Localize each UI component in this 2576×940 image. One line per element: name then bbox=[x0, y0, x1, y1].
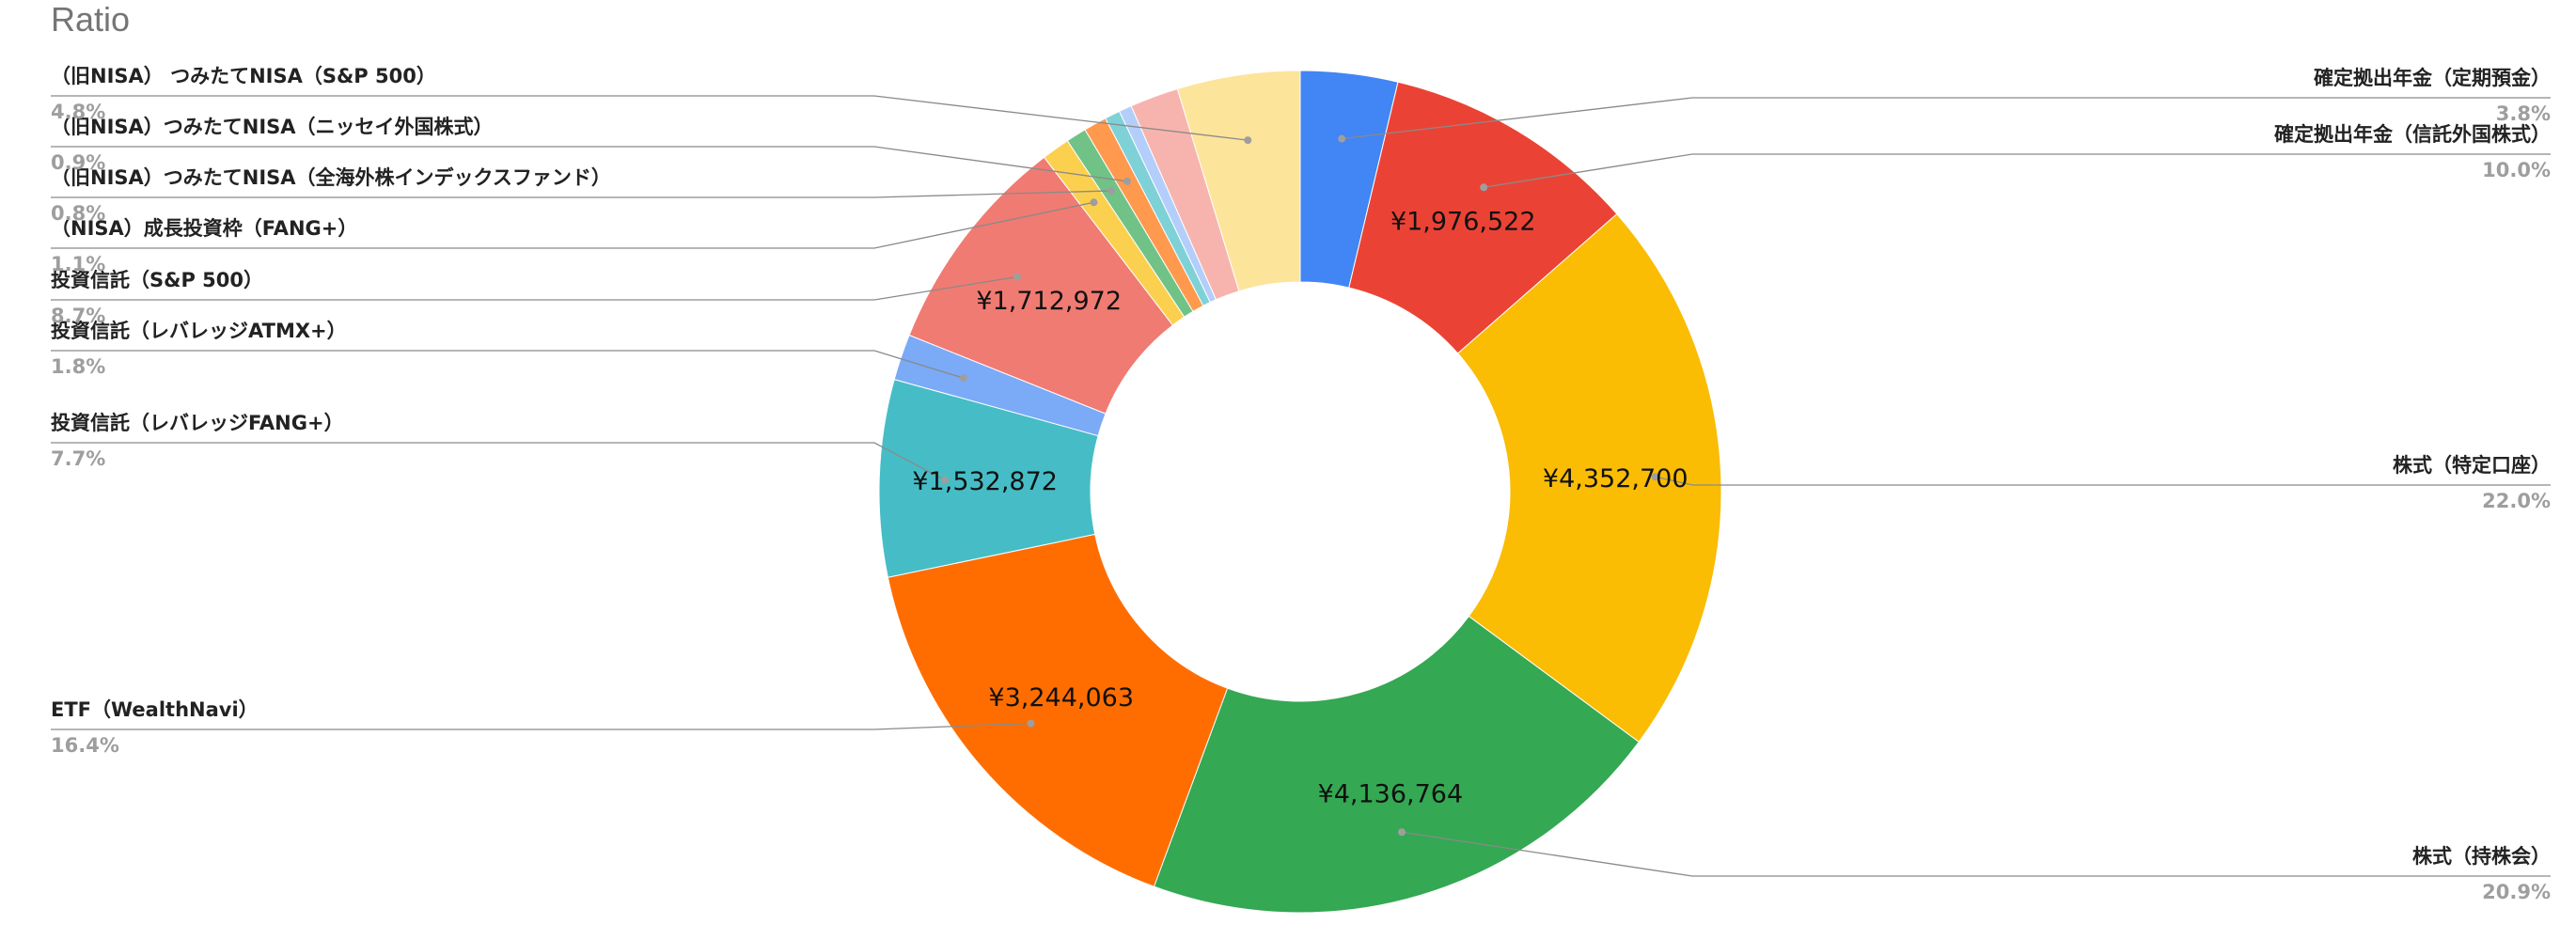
slice-label-1: 確定拠出年金（信託外国株式） bbox=[2274, 123, 2551, 146]
slice-percent-5: 7.7% bbox=[51, 447, 105, 470]
slice-labels-group: 確定拠出年金（定期預金） 3.8%確定拠出年金（信託外国株式） 10.0% 株式（特定… bbox=[51, 65, 2551, 903]
slice-label-3: 株式（持株会） bbox=[2412, 845, 2551, 868]
slice-label-14: （旧NISA） つみたてNISA（S&P 500） bbox=[51, 65, 436, 87]
slice-percent-10: 0.9% bbox=[51, 151, 105, 174]
leader-dot-10 bbox=[1123, 177, 1131, 185]
leader-dot-8 bbox=[1090, 198, 1098, 207]
leader-line-4 bbox=[51, 722, 1031, 730]
leader-line-7 bbox=[51, 275, 1017, 301]
leader-line-3 bbox=[1401, 831, 2551, 877]
slice-4 bbox=[887, 533, 1229, 887]
slice-percent-6: 1.8% bbox=[51, 355, 105, 378]
leader-dot-14 bbox=[1244, 136, 1252, 145]
slice-percent-3: 20.9% bbox=[2482, 881, 2551, 903]
leader-line-2 bbox=[1655, 476, 2551, 486]
slice-3 bbox=[1153, 615, 1640, 914]
slice-value-label-1: ¥1,976,522 bbox=[1390, 208, 1536, 237]
slice-percent-8: 1.1% bbox=[51, 253, 105, 275]
slice-label-5: 投資信託（レバレッジFANG+） bbox=[51, 412, 344, 434]
slice-value-label-2: ¥4,352,700 bbox=[1543, 464, 1689, 494]
slice-label-0: 確定拠出年金（定期預金） bbox=[2314, 67, 2551, 89]
leader-dot-6 bbox=[959, 374, 967, 383]
value-labels-group: ¥1,976,522 ¥4,352,700 ¥4,136,764 ¥3,244,063… bbox=[912, 208, 1688, 809]
slice-value-label-3: ¥4,136,764 bbox=[1318, 780, 1464, 809]
leader-line-9 bbox=[51, 190, 1111, 198]
slice-percent-0: 3.8% bbox=[2496, 102, 2551, 125]
slice-label-4: ETF（WealthNavi） bbox=[51, 698, 259, 721]
leader-line-8 bbox=[51, 201, 1094, 249]
slice-value-label-7: ¥1,712,972 bbox=[976, 287, 1122, 316]
leader-line-10 bbox=[51, 146, 1127, 182]
slice-percent-2: 22.0% bbox=[2482, 490, 2551, 512]
slice-value-label-5: ¥1,532,872 bbox=[912, 467, 1058, 496]
leader-line-14 bbox=[51, 95, 1249, 141]
slice-percent-14: 4.8% bbox=[51, 101, 105, 123]
slice-14 bbox=[1176, 70, 1301, 292]
leader-line-6 bbox=[51, 350, 965, 379]
leader-line-1 bbox=[1484, 153, 2551, 188]
slice-label-10: （旧NISA）つみたてNISA（ニッセイ外国株式） bbox=[51, 116, 494, 138]
slice-label-7: 投資信託（S&P 500） bbox=[51, 269, 263, 291]
slice-percent-4: 16.4% bbox=[51, 734, 119, 757]
leader-dot-9 bbox=[1107, 186, 1115, 195]
leader-dot-0 bbox=[1338, 134, 1346, 143]
slice-value-label-4: ¥3,244,063 bbox=[988, 683, 1134, 713]
slice-2 bbox=[1456, 212, 1722, 744]
chart-title: Ratio bbox=[51, 0, 131, 39]
leader-dot-1 bbox=[1480, 183, 1488, 192]
slice-percent-7: 8.7% bbox=[51, 305, 105, 327]
slice-label-9: （旧NISA）つみたてNISA（全海外株インデックスファンド） bbox=[51, 166, 611, 189]
slice-label-6: 投資信託（レバレッジATMX+） bbox=[51, 320, 347, 342]
leader-dot-3 bbox=[1398, 828, 1406, 837]
leader-lines-group bbox=[51, 95, 2551, 877]
leader-line-5 bbox=[51, 442, 946, 481]
leader-dot-2 bbox=[1651, 473, 1659, 481]
slice-percent-1: 10.0% bbox=[2482, 159, 2551, 181]
leader-line-0 bbox=[1342, 97, 2551, 140]
slice-label-8: （NISA）成長投資枠（FANG+） bbox=[51, 217, 357, 240]
leader-dot-7 bbox=[1013, 273, 1021, 281]
slices-group bbox=[878, 70, 1722, 914]
slice-percent-9: 0.8% bbox=[51, 202, 105, 225]
slice-label-2: 株式（特定口座） bbox=[2393, 454, 2551, 477]
leader-dot-5 bbox=[941, 476, 950, 484]
leader-dot-4 bbox=[1027, 719, 1035, 728]
